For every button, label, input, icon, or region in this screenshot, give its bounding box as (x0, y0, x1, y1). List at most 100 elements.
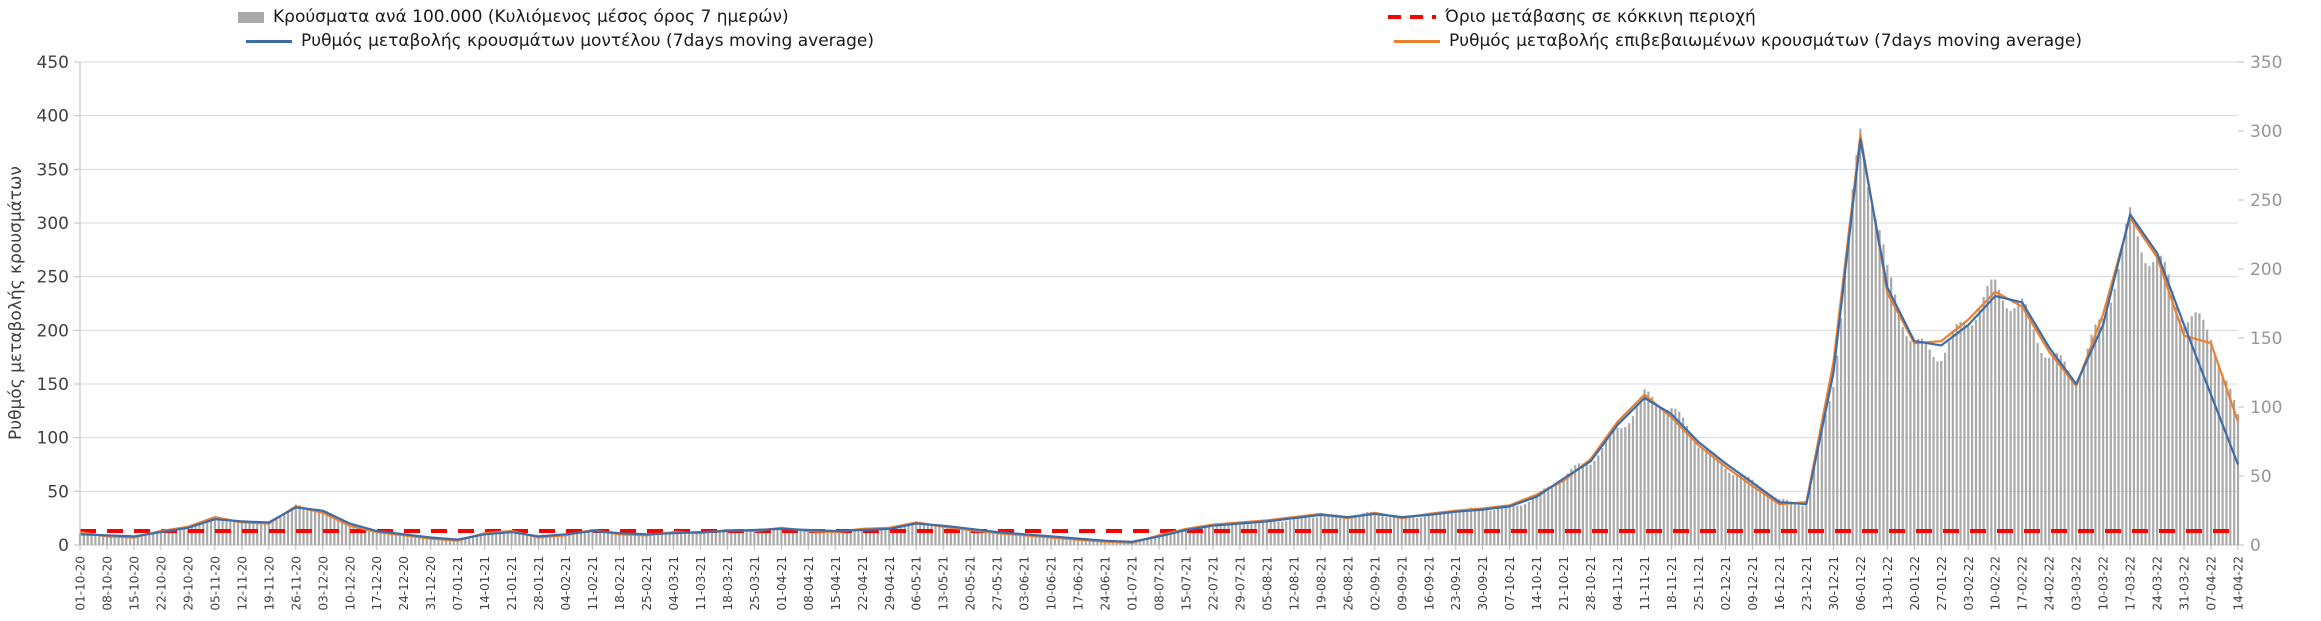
x-tick-label: 08-04-21 (802, 556, 816, 610)
x-tick-label: 13-05-21 (937, 556, 951, 610)
x-tick-label: 16-12-21 (1773, 556, 1787, 610)
left-tick-label: 150 (37, 375, 69, 395)
x-tick-label: 27-01-22 (1935, 556, 1949, 610)
x-tick-label: 29-07-21 (1233, 556, 1247, 610)
x-tick-label: 09-12-21 (1746, 556, 1760, 610)
x-tick-label: 15-10-20 (127, 556, 141, 610)
x-tick-label: 11-02-21 (586, 556, 600, 610)
legend-label-model-rate: Ρυθμός μεταβολής κρουσμάτων μοντέλου (7d… (301, 31, 874, 51)
right-tick-label: 350 (2250, 53, 2282, 73)
confirmed-line-swatch-icon (1394, 39, 1440, 43)
legend-item-threshold: Όριο μετάβασης σε κόκκινη περιοχή (1388, 6, 1756, 28)
right-tick-label: 150 (2250, 329, 2282, 349)
legend-label-threshold: Όριο μετάβασης σε κόκκινη περιοχή (1445, 7, 1756, 27)
x-tick-label: 21-10-21 (1557, 556, 1571, 610)
x-tick-label: 11-03-21 (694, 556, 708, 610)
x-tick-label: 30-12-21 (1827, 556, 1841, 610)
left-tick-label: 250 (37, 268, 69, 288)
right-tick-label: 300 (2250, 122, 2282, 142)
x-tick-label: 16-09-21 (1422, 556, 1436, 610)
x-tick-label: 14-10-21 (1530, 556, 1544, 610)
x-tick-label: 15-07-21 (1179, 556, 1193, 610)
x-tick-label: 22-07-21 (1206, 556, 1220, 610)
left-tick-label: 0 (58, 536, 69, 556)
right-tick-label: 0 (2250, 536, 2261, 556)
x-tick-label: 17-06-21 (1072, 556, 1086, 610)
x-tick-label: 07-01-21 (451, 556, 465, 610)
left-tick-label: 100 (37, 429, 69, 449)
x-tick-label: 17-03-22 (2124, 556, 2138, 610)
x-tick-label: 23-12-21 (1800, 556, 1814, 610)
x-tick-label: 02-09-21 (1368, 556, 1382, 610)
x-tick-label: 03-03-22 (2070, 556, 2084, 610)
x-tick-label: 19-08-21 (1314, 556, 1328, 610)
x-tick-label: 08-10-20 (100, 556, 114, 610)
x-tick-label: 22-10-20 (154, 556, 168, 610)
left-axis-ticks: 0 50 100 150 200 250 300 350 400 450 (37, 53, 80, 556)
x-tick-label: 17-02-22 (2016, 556, 2030, 610)
x-tick-label: 04-03-21 (667, 556, 681, 610)
cases-bars-series (78, 128, 2240, 546)
legend-label-confirmed-rate: Ρυθμός μεταβολής επιβεβαιωμένων κρουσμάτ… (1449, 31, 2083, 51)
x-tick-label: 01-10-20 (74, 556, 88, 610)
x-tick-label: 11-11-21 (1638, 556, 1652, 610)
x-tick-label: 18-03-21 (721, 556, 735, 610)
x-tick-label: 25-11-21 (1692, 556, 1706, 610)
x-tick-label: 03-06-21 (1018, 556, 1032, 610)
x-tick-label: 06-05-21 (910, 556, 924, 610)
cases-bars-swatch-icon (238, 11, 264, 23)
left-tick-label: 50 (47, 482, 69, 502)
x-tick-label: 25-02-21 (640, 556, 654, 610)
x-tick-label: 18-11-21 (1665, 556, 1679, 610)
x-tick-label: 15-04-21 (829, 556, 843, 610)
left-tick-label: 400 (37, 107, 69, 127)
x-tick-label: 04-02-21 (559, 556, 573, 610)
x-tick-label: 28-01-21 (532, 556, 546, 610)
x-tick-label: 23-09-21 (1449, 556, 1463, 610)
left-tick-label: 300 (37, 214, 69, 234)
x-tick-label: 07-10-21 (1503, 556, 1517, 610)
x-tick-label: 04-11-21 (1611, 556, 1625, 610)
legend-item-confirmed-rate: Ρυθμός μεταβολής επιβεβαιωμένων κρουσμάτ… (1394, 30, 2082, 52)
x-tick-label: 08-07-21 (1153, 556, 1167, 610)
right-tick-label: 250 (2250, 191, 2282, 211)
x-tick-label: 14-01-21 (478, 556, 492, 610)
x-tick-label: 31-12-20 (424, 556, 438, 610)
x-tick-label: 26-08-21 (1341, 556, 1355, 610)
x-tick-label: 31-03-22 (2178, 556, 2192, 610)
x-tick-label: 24-03-22 (2151, 556, 2165, 610)
x-tick-label: 03-12-20 (316, 556, 330, 610)
x-tick-label: 25-03-21 (748, 556, 762, 610)
right-tick-label: 200 (2250, 260, 2282, 280)
x-tick-label: 07-04-22 (2205, 556, 2219, 610)
x-tick-label: 20-01-22 (1908, 556, 1922, 610)
legend-item-model-rate: Ρυθμός μεταβολής κρουσμάτων μοντέλου (7d… (246, 30, 874, 52)
x-tick-label: 20-05-21 (964, 556, 978, 610)
x-tick-label: 30-09-21 (1476, 556, 1490, 610)
x-tick-label: 22-04-21 (856, 556, 870, 610)
left-tick-label: 350 (37, 160, 69, 180)
x-tick-label: 21-01-21 (505, 556, 519, 610)
x-tick-label: 01-04-21 (775, 556, 789, 610)
model-rate-line (79, 138, 2240, 543)
right-tick-label: 50 (2250, 467, 2272, 487)
x-tick-label: 12-11-20 (235, 556, 249, 610)
x-tick-label: 05-11-20 (208, 556, 222, 610)
x-tick-label: 10-02-22 (1989, 556, 2003, 610)
x-tick-label: 27-05-21 (991, 556, 1005, 610)
x-tick-label: 24-12-20 (397, 556, 411, 610)
x-tick-label: 24-06-21 (1099, 556, 1113, 610)
x-axis-labels: 01-10-20 08-10-20 15-10-20 22-10-20 29-10-20… (74, 545, 2246, 610)
x-tick-label: 29-04-21 (883, 556, 897, 610)
threshold-dash-swatch-icon (1388, 15, 1436, 19)
x-tick-label: 29-10-20 (181, 556, 195, 610)
x-tick-label: 17-12-20 (370, 556, 384, 610)
x-tick-label: 03-02-22 (1962, 556, 1976, 610)
x-tick-label: 09-09-21 (1395, 556, 1409, 610)
x-tick-label: 10-06-21 (1045, 556, 1059, 610)
legend-item-cases-bars: Κρούσματα ανά 100.000 (Κυλιόμενος μέσος … (238, 6, 789, 28)
model-line-swatch-icon (246, 39, 292, 43)
x-tick-label: 24-02-22 (2043, 556, 2057, 610)
